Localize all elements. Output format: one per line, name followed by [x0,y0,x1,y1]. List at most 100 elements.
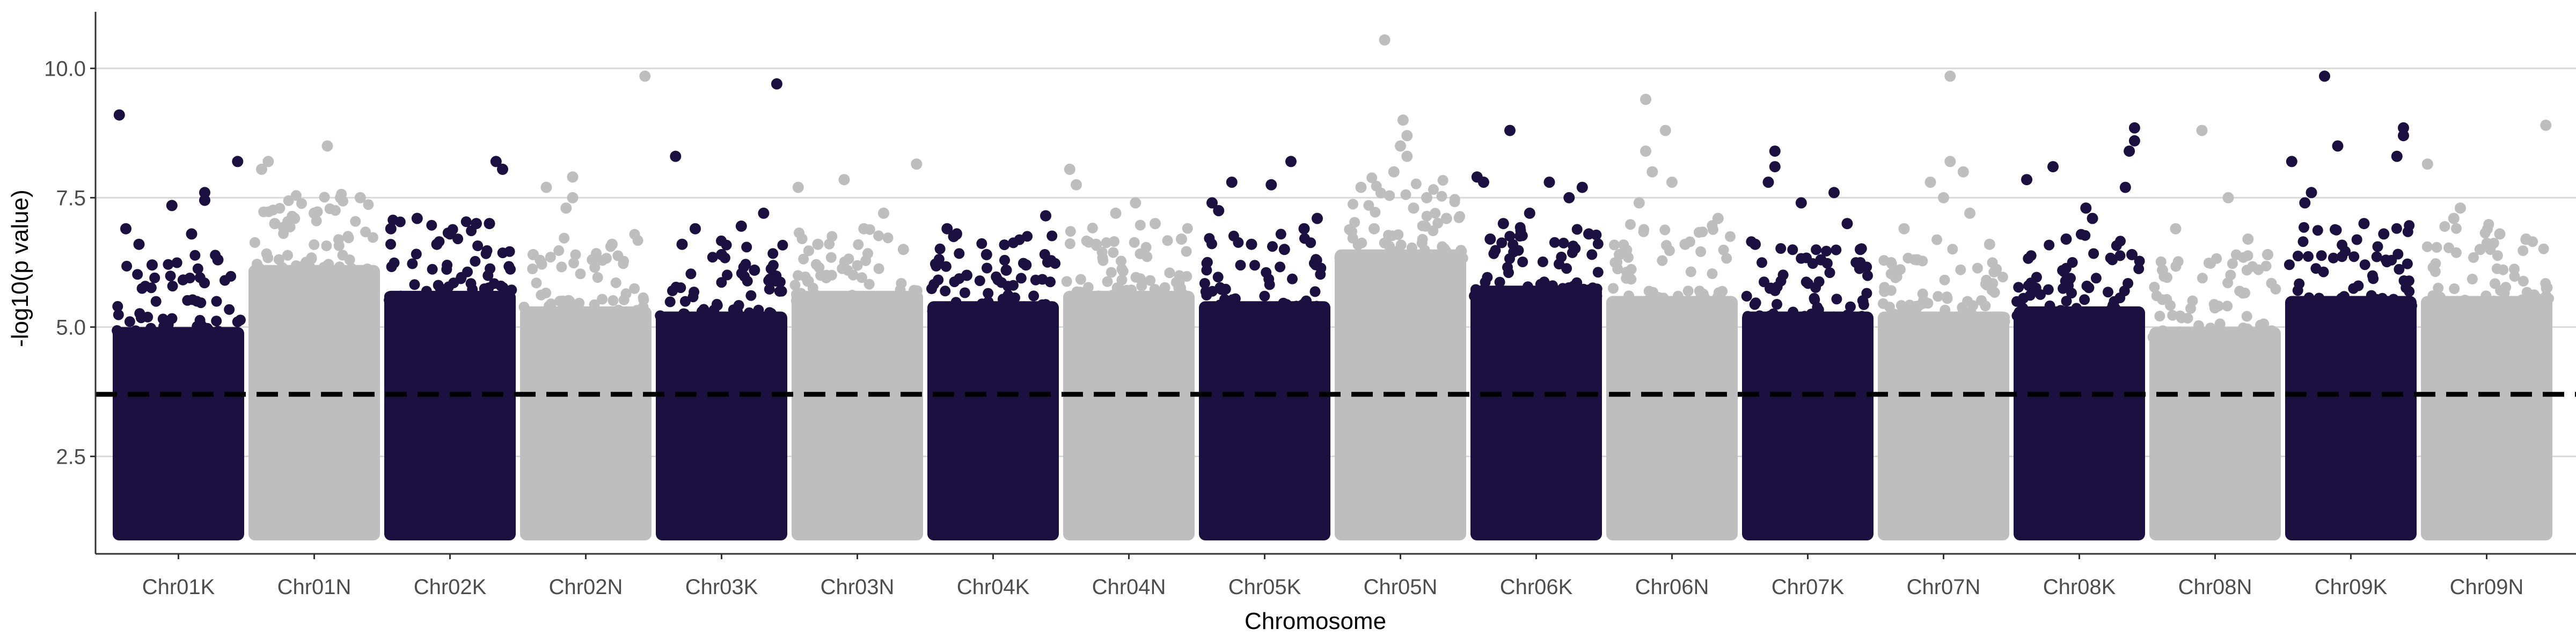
point-Chr06N [1695,293,1706,304]
point-Chr08N-peak-5 [2157,264,2168,276]
point-Chr07K-peak-1 [1769,161,1781,173]
point-Chr03K [682,316,693,327]
point-Chr01N [274,203,286,214]
x-tick-label-Chr07N: Chr07N [1907,575,1981,599]
point-Chr04K [940,286,951,297]
point-Chr06K-peak-6 [1524,207,1535,219]
point-Chr09N [2467,274,2478,284]
point-Chr04N [1181,271,1192,282]
point-cloud-Chr02K [384,290,516,540]
point-Chr05N [1421,210,1432,222]
point-Chr08K [2075,229,2087,240]
point-Chr03N [815,270,826,281]
point-Chr01K [224,304,235,315]
x-tick-label-Chr05K: Chr05K [1228,575,1301,599]
point-Chr09N-peak-2 [2455,202,2466,214]
point-Chr04N [1181,246,1192,257]
point-Chr08N [2155,256,2167,267]
point-Chr04N-peak-6 [1090,238,1102,250]
point-Chr08K [2025,310,2036,321]
point-Chr03K [763,275,774,286]
point-Chr07K [1765,282,1776,294]
point-Chr05K [1219,294,1230,305]
point-Chr06K [1556,251,1567,262]
point-Chr07N-peak-3 [1924,177,1936,188]
point-Chr09N [2518,275,2529,287]
point-Chr07N [1947,244,1958,255]
point-Chr06N [1623,290,1635,302]
point-Chr08K [2058,266,2069,277]
point-cloud-Chr07K [1742,311,1874,540]
point-Chr07K [1764,310,1775,321]
point-Chr04N [1069,295,1080,306]
point-Chr05K [1233,237,1244,248]
point-Chr09K [2348,251,2360,262]
point-Chr08N [2244,326,2256,337]
point-Chr04N [1116,264,1128,275]
point-Chr04K-peak-2 [948,231,960,243]
point-Chr02N [531,277,542,289]
point-Chr02N-peak-3 [567,192,579,203]
point-Chr06N [1638,226,1649,237]
point-Chr03K [707,252,718,263]
point-Chr08N [2205,258,2216,269]
point-Chr03K [765,316,776,327]
point-cloud-Chr03K [656,311,787,540]
point-Chr04K [991,271,1002,282]
point-Chr02K [411,248,422,260]
point-Chr07N-peak-1 [1944,156,1956,167]
x-tick-label-Chr08N: Chr08N [2178,575,2252,599]
point-Chr03K [777,239,788,251]
point-Chr02K-peak-3 [471,218,482,230]
point-Chr08K-peak-8 [2060,233,2072,245]
x-tick-label-Chr06N: Chr06N [1635,575,1709,599]
point-Chr04N [1130,272,1141,283]
series-Chr06N [1606,93,1738,540]
point-Chr04N [1061,276,1072,287]
point-Chr07K [1801,276,1812,288]
point-Chr09K [2316,250,2327,261]
point-Chr05N-peak-3 [1395,140,1406,152]
point-Chr06K [1558,237,1569,248]
point-Chr01K [189,250,201,261]
point-Chr05K [1308,258,1320,269]
point-Chr09K [2386,254,2397,266]
point-Chr08K-peak-5 [2119,181,2131,193]
point-Chr01N-peak-1 [262,156,274,167]
point-Chr05K-peak-5 [1312,213,1323,224]
point-Chr09N [2468,252,2479,263]
point-Chr02K [385,239,396,250]
point-Chr03K-peak-7 [749,264,760,276]
point-Chr06K [1568,240,1579,252]
point-Chr01K [132,269,143,280]
point-Chr05N [1346,226,1357,237]
point-Chr08N [2227,258,2238,269]
point-Chr06N [1685,301,1696,312]
point-Chr08N [2149,282,2160,292]
point-Chr04K [1004,292,1015,304]
point-Chr04K [999,239,1010,251]
point-Chr09K-peak-2 [2332,140,2344,152]
point-Chr06K-peak-8 [1583,228,1594,240]
point-Chr05K [1301,295,1312,306]
point-Chr09N [2435,301,2446,312]
point-cloud-Chr04N [1063,290,1195,540]
point-Chr05N [1366,172,1378,184]
point-Chr05K [1201,265,1212,276]
point-Chr09K [2394,264,2405,275]
point-Chr01N [360,226,371,238]
point-Chr09N [2518,245,2529,257]
point-Chr07K-peak-7 [1855,244,1866,255]
x-tick-label-Chr09K: Chr09K [2315,575,2388,599]
point-Chr01N [309,239,320,250]
point-Chr02K [482,294,494,305]
point-Chr05K [1215,306,1226,317]
point-Chr07N [1929,312,1941,324]
point-Chr09K-peak-0 [2319,70,2330,82]
point-Chr05N-peak-1 [1397,114,1409,126]
point-Chr02K-peak-1 [497,163,508,175]
point-Chr02N [597,294,608,305]
point-Chr01N [342,267,353,278]
point-Chr05K-peak-2 [1265,179,1277,191]
point-Chr07N-peak-8 [1912,254,1923,266]
